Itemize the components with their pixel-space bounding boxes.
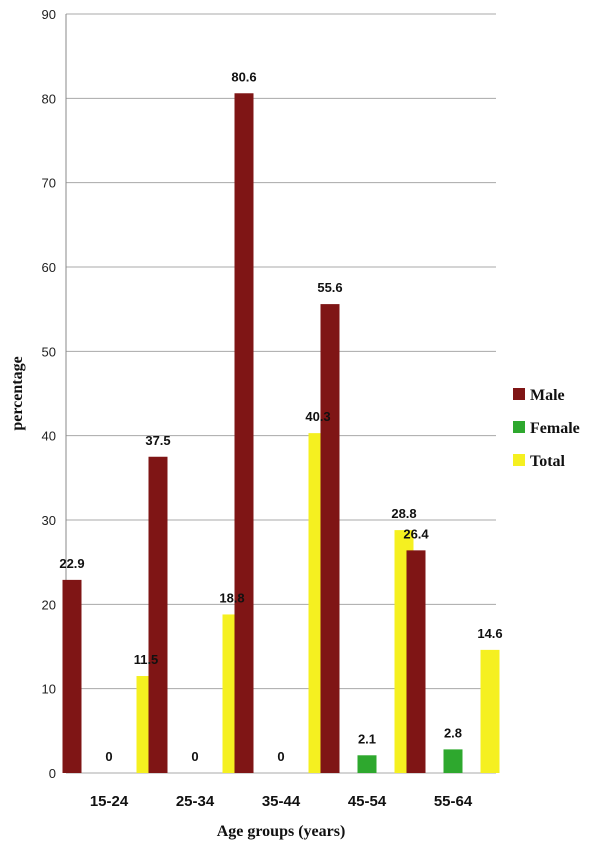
data-label-female-25-34: 0 [191,749,198,764]
y-tick-label: 20 [42,597,56,612]
data-label-female-45-54: 2.1 [358,731,376,746]
bar-female-55-64 [443,749,463,773]
data-label-total-45-54: 28.8 [391,506,416,521]
data-label-total-35-44: 40.3 [305,409,330,424]
y-tick-label: 90 [42,7,56,22]
bar-male-55-64 [406,550,426,773]
x-category-label: 15-24 [90,793,129,810]
y-axis-title: percentage [9,356,26,430]
data-label-female-15-24: 0 [105,749,112,764]
data-label-female-35-44: 0 [277,749,284,764]
y-tick-label: 10 [42,682,56,697]
y-tick-label: 40 [42,429,56,444]
data-label-total-15-24: 11.5 [134,652,159,667]
legend-swatch-female [513,421,525,433]
bars [62,93,500,774]
y-axis-ticks: 0 10 20 30 40 50 60 70 80 90 [42,7,56,781]
legend: Male Female Total [513,387,580,470]
y-tick-label: 50 [42,344,56,359]
y-tick-label: 30 [42,513,56,528]
data-label-male-55-64: 26.4 [403,526,429,541]
bar-male-35-44 [234,93,254,774]
data-labels: 22.9 0 11.5 37.5 0 18.8 80.6 0 40.3 55.6 2.1 28.8 26… [59,69,502,764]
data-label-male-45-54: 55.6 [317,280,342,295]
bar-male-15-24 [62,579,82,773]
bar-total-55-64 [480,649,500,773]
data-label-male-15-24: 22.9 [59,556,84,571]
legend-swatch-male [513,388,525,400]
x-category-label: 25-34 [176,793,215,810]
data-label-male-35-44: 80.6 [231,69,256,84]
x-category-label: 55-64 [434,793,473,810]
data-label-total-25-34: 18.8 [219,590,244,605]
x-axis-title: Age groups (years) [217,823,346,840]
legend-label-female: Female [530,420,580,437]
bar-male-25-34 [148,456,168,773]
y-tick-label: 0 [49,766,56,781]
data-label-male-25-34: 37.5 [145,433,170,448]
x-category-label: 35-44 [262,793,301,810]
bar-female-45-54 [357,755,377,773]
data-label-total-55-64: 14.6 [477,626,502,641]
data-label-female-55-64: 2.8 [444,725,462,740]
y-tick-label: 70 [42,176,56,191]
x-category-label: 45-54 [348,793,387,810]
x-axis-categories: 15-24 25-34 35-44 45-54 55-64 [90,793,473,810]
legend-swatch-total [513,454,525,466]
gridlines [66,13,496,774]
legend-label-male: Male [530,387,565,404]
legend-label-total: Total [530,453,566,470]
y-tick-label: 80 [42,91,56,106]
y-tick-label: 60 [42,260,56,275]
bar-male-45-54 [320,304,340,773]
